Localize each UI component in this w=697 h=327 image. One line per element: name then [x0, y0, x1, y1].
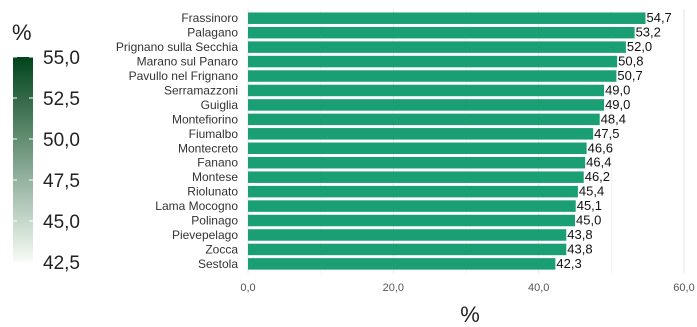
- category-label: Pavullo nel Frignano: [129, 69, 239, 83]
- bar: [248, 99, 605, 111]
- category-label: Serramazzoni: [164, 83, 238, 97]
- bar: [248, 185, 578, 198]
- legend-tick-label: 52,5: [43, 89, 80, 110]
- value-label: 45,0: [576, 213, 601, 228]
- value-label: 52,0: [627, 39, 652, 54]
- value-label: 43,8: [567, 241, 592, 256]
- bar: [248, 243, 567, 256]
- bar: [248, 70, 617, 82]
- value-label: 45,4: [579, 184, 604, 199]
- category-label: Montefiorino: [172, 112, 238, 126]
- bar: [248, 214, 575, 227]
- bar: [248, 55, 618, 68]
- bar: [248, 41, 626, 53]
- bar: [248, 142, 587, 155]
- x-tick-label: 40,0: [528, 282, 549, 294]
- x-tick-label: 60,0: [673, 282, 694, 294]
- category-label: Zocca: [205, 242, 238, 256]
- value-label: 46,4: [586, 155, 611, 170]
- bar: [248, 171, 584, 183]
- value-label: 53,2: [636, 25, 661, 40]
- category-label: Marano sul Panaro: [137, 55, 239, 69]
- gridlines: [247, 9, 685, 274]
- bar: [248, 156, 586, 169]
- bar: [248, 26, 635, 39]
- bar: [248, 128, 594, 140]
- value-label: 42,3: [556, 256, 581, 271]
- legend-title: %: [12, 20, 32, 45]
- value-label: 48,4: [601, 111, 626, 126]
- category-label: Prignano sulla Secchia: [116, 40, 238, 54]
- color-legend: % 42,5 45,0 47,5 50,0 52,5 55,0: [12, 20, 80, 274]
- value-label: 54,7: [646, 10, 671, 25]
- value-label: 50,7: [617, 68, 642, 83]
- legend-tick-label: 50,0: [43, 130, 80, 151]
- value-label: 45,1: [577, 198, 602, 213]
- category-label: Lama Mocogno: [155, 199, 238, 213]
- bar: [248, 84, 605, 97]
- legend-tick-label: 47,5: [43, 171, 80, 192]
- value-label: 43,8: [567, 227, 592, 242]
- bar: [248, 200, 576, 212]
- category-label: Pievepelago: [172, 228, 238, 242]
- bar: [248, 113, 600, 126]
- x-tick-label: 20,0: [383, 282, 404, 294]
- x-tick-label: 0,0: [240, 282, 255, 294]
- bar: [248, 12, 646, 24]
- category-label: Guiglia: [201, 98, 239, 112]
- category-label: Montese: [192, 170, 238, 184]
- value-label: 49,0: [605, 97, 630, 112]
- legend-tick-label: 42,5: [43, 253, 80, 274]
- legend-tick-label: 55,0: [43, 48, 80, 69]
- value-label: 46,2: [585, 169, 610, 184]
- category-label: Sestola: [198, 257, 238, 271]
- category-label: Polinago: [191, 214, 238, 228]
- category-label: Fiumalbo: [189, 127, 239, 141]
- legend-colorbar: [13, 57, 33, 262]
- value-label: 47,5: [594, 126, 619, 141]
- category-label: Riolunato: [187, 185, 238, 199]
- bars: [248, 12, 646, 270]
- x-axis: 0,0 20,0 40,0 60,0: [240, 282, 694, 294]
- value-label: 49,0: [605, 82, 630, 97]
- category-label: Fanano: [197, 156, 238, 170]
- bar: [248, 258, 556, 270]
- category-label: Palagano: [187, 26, 238, 40]
- category-label: Frassinoro: [181, 11, 238, 25]
- value-label: 46,6: [588, 140, 613, 155]
- legend-tick-label: 45,0: [43, 212, 80, 233]
- value-label: 50,8: [618, 54, 643, 69]
- category-label: Montecreto: [178, 141, 238, 155]
- bar: [248, 229, 567, 241]
- labels: Frassinoro 54,7 Palagano 53,2 Prignano sulla…: [116, 10, 672, 271]
- x-axis-title: %: [460, 302, 480, 327]
